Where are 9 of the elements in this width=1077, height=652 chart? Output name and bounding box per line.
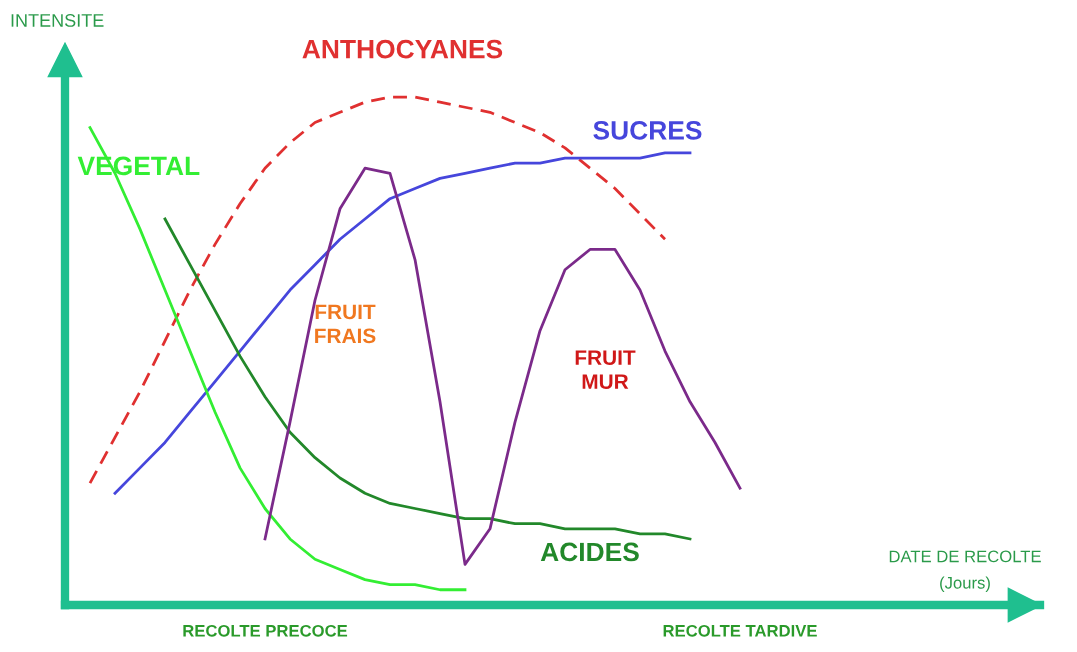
series-label: ACIDES xyxy=(540,542,639,562)
series-label: ANTHOCYANES xyxy=(302,39,503,59)
x-axis-title: DATE DE RECOLTE (Jours) xyxy=(889,550,1041,592)
y-axis-title: INTENSITE xyxy=(11,14,104,27)
annotation: FRUIT MUR xyxy=(575,350,636,389)
series-label: SUCRES xyxy=(593,121,702,140)
annotation: FRUIT FRAIS xyxy=(315,304,376,344)
x-tick-label: RECOLTE PRECOCE xyxy=(183,624,348,637)
x-tick-label: RECOLTE TARDIVE xyxy=(663,624,817,637)
